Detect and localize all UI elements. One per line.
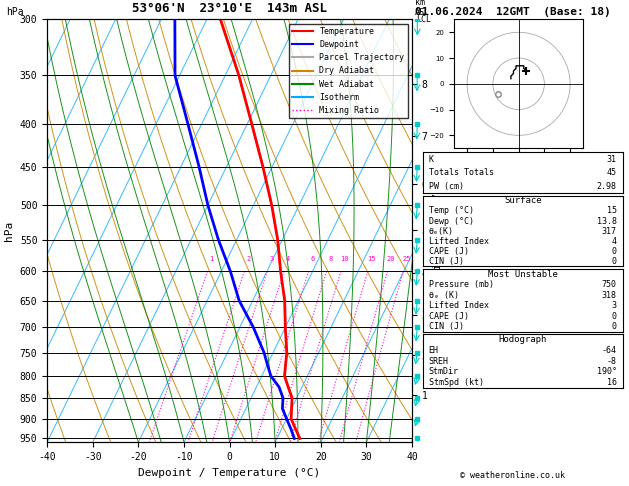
Text: PW (cm): PW (cm) xyxy=(429,182,464,191)
Text: StmSpd (kt): StmSpd (kt) xyxy=(429,378,484,387)
Text: Pressure (mb): Pressure (mb) xyxy=(429,280,494,289)
Text: 01.06.2024  12GMT  (Base: 18): 01.06.2024 12GMT (Base: 18) xyxy=(415,7,611,17)
Text: CAPE (J): CAPE (J) xyxy=(429,247,469,256)
Text: θₑ (K): θₑ (K) xyxy=(429,291,459,299)
Text: Temp (°C): Temp (°C) xyxy=(429,207,474,215)
Text: 10: 10 xyxy=(340,256,349,262)
Text: 0: 0 xyxy=(612,322,616,331)
Y-axis label: Mixing Ratio (g/kg): Mixing Ratio (g/kg) xyxy=(433,175,443,287)
Text: 0: 0 xyxy=(612,312,616,321)
Text: 4: 4 xyxy=(612,237,616,245)
Text: Hodograph: Hodograph xyxy=(499,335,547,344)
Text: 25: 25 xyxy=(403,256,411,262)
Text: Most Unstable: Most Unstable xyxy=(487,270,558,278)
Text: EH: EH xyxy=(429,346,438,355)
Text: 3: 3 xyxy=(269,256,274,262)
Text: 8: 8 xyxy=(328,256,333,262)
Text: 16: 16 xyxy=(607,378,616,387)
Y-axis label: hPa: hPa xyxy=(4,221,14,241)
Text: 0: 0 xyxy=(612,257,616,266)
Text: 318: 318 xyxy=(602,291,616,299)
Text: 1: 1 xyxy=(209,256,214,262)
Text: 45: 45 xyxy=(607,168,616,177)
Legend: Temperature, Dewpoint, Parcel Trajectory, Dry Adiabat, Wet Adiabat, Isotherm, Mi: Temperature, Dewpoint, Parcel Trajectory… xyxy=(289,24,408,118)
X-axis label: kt: kt xyxy=(454,170,464,178)
Text: km
ASL: km ASL xyxy=(415,0,430,17)
Text: 317: 317 xyxy=(602,226,616,236)
Text: Lifted Index: Lifted Index xyxy=(429,237,489,245)
Text: 15: 15 xyxy=(367,256,376,262)
Text: StmDir: StmDir xyxy=(429,367,459,376)
Text: © weatheronline.co.uk: © weatheronline.co.uk xyxy=(460,471,565,480)
Text: LCL: LCL xyxy=(416,15,431,24)
Text: CAPE (J): CAPE (J) xyxy=(429,312,469,321)
Text: -64: -64 xyxy=(602,346,616,355)
Text: -8: -8 xyxy=(607,357,616,365)
Text: 6: 6 xyxy=(310,256,314,262)
Text: 750: 750 xyxy=(602,280,616,289)
Text: Dewp (°C): Dewp (°C) xyxy=(429,217,474,226)
Text: 0: 0 xyxy=(612,247,616,256)
Text: 20: 20 xyxy=(387,256,395,262)
Text: CIN (J): CIN (J) xyxy=(429,257,464,266)
Text: Totals Totals: Totals Totals xyxy=(429,168,494,177)
Text: 4: 4 xyxy=(286,256,290,262)
Text: 13.8: 13.8 xyxy=(597,217,616,226)
Text: θₑ(K): θₑ(K) xyxy=(429,226,454,236)
Text: CIN (J): CIN (J) xyxy=(429,322,464,331)
Text: 2: 2 xyxy=(247,256,250,262)
Text: 3: 3 xyxy=(612,301,616,310)
Text: SREH: SREH xyxy=(429,357,448,365)
X-axis label: Dewpoint / Temperature (°C): Dewpoint / Temperature (°C) xyxy=(138,468,321,478)
Text: Surface: Surface xyxy=(504,196,542,206)
Text: hPa: hPa xyxy=(6,7,24,17)
Text: 53°06'N  23°10'E  143m ASL: 53°06'N 23°10'E 143m ASL xyxy=(132,2,327,15)
Text: 2.98: 2.98 xyxy=(597,182,616,191)
Text: 31: 31 xyxy=(607,155,616,163)
Text: Lifted Index: Lifted Index xyxy=(429,301,489,310)
Text: K: K xyxy=(429,155,433,163)
Text: 190°: 190° xyxy=(597,367,616,376)
Text: 15: 15 xyxy=(607,207,616,215)
